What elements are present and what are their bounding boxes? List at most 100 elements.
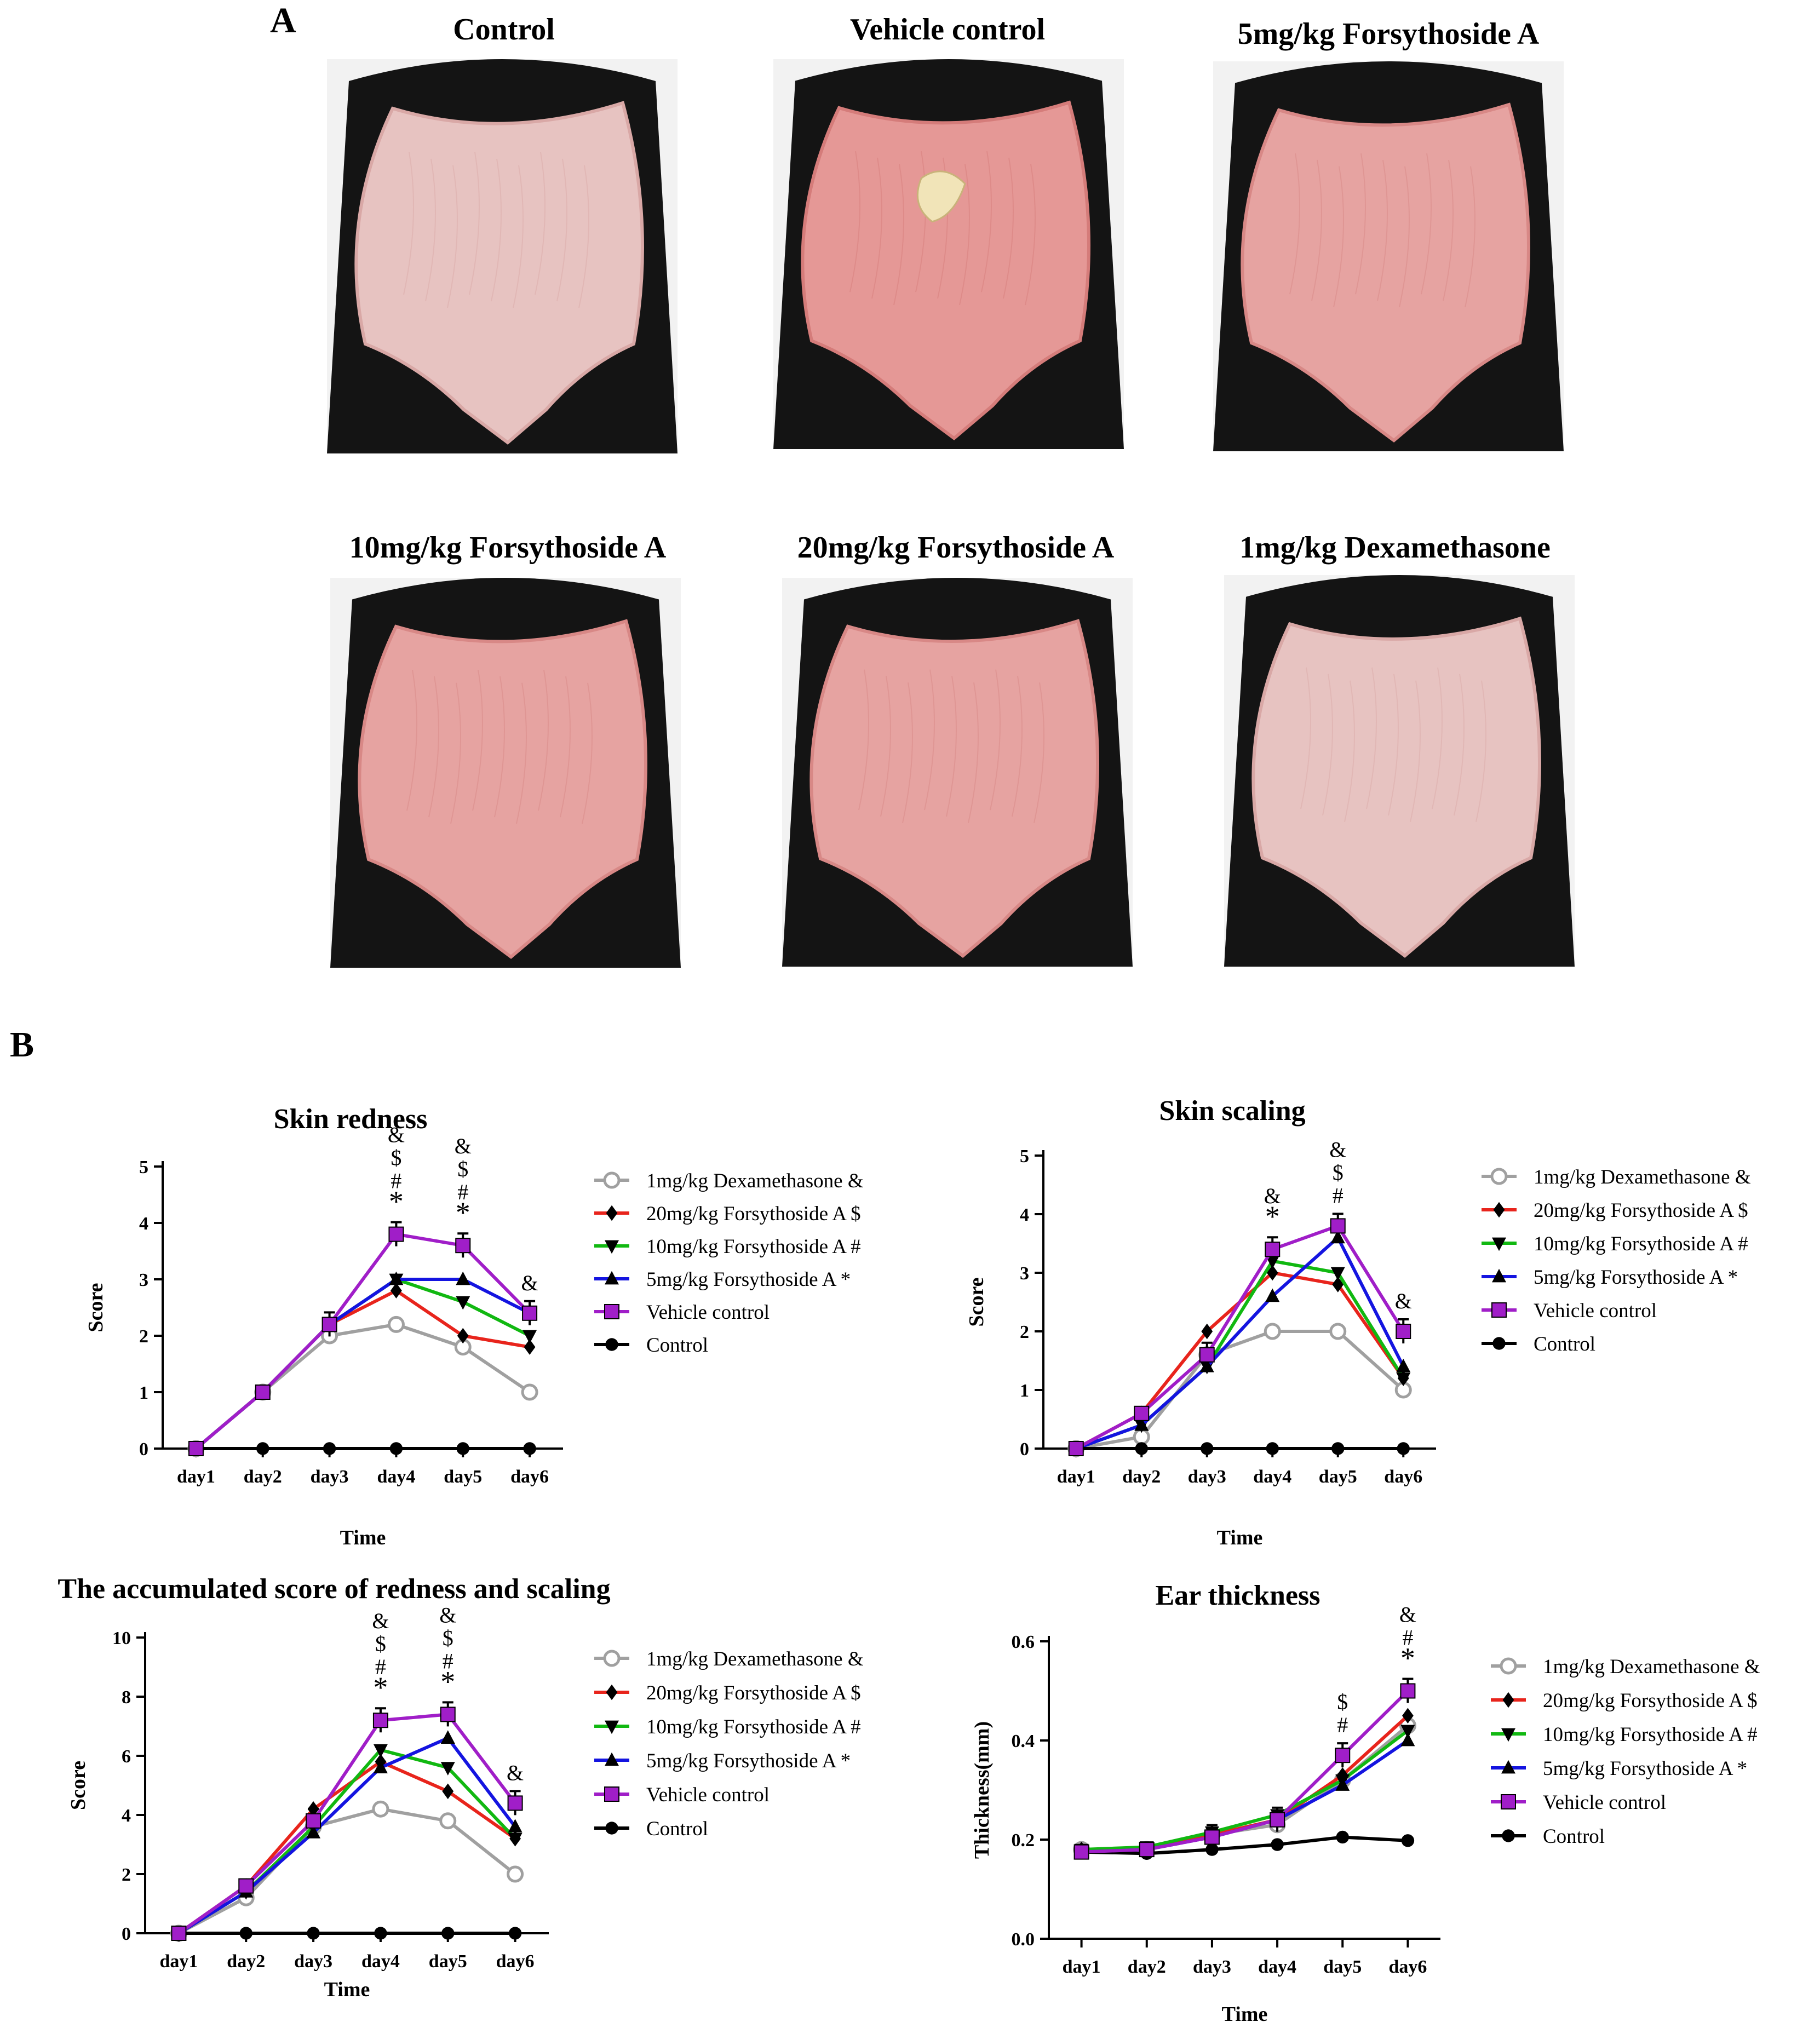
skin-fold-line bbox=[472, 669, 483, 811]
skin-fold-line bbox=[469, 152, 480, 295]
series-line bbox=[1081, 1835, 1408, 1855]
legend-label: 20mg/kg Forsythoside A $ bbox=[1534, 1199, 1748, 1222]
y-tick-label: 2 bbox=[122, 1865, 131, 1885]
significance-mark: $ bbox=[1333, 1160, 1344, 1185]
marker-triangle-up bbox=[1134, 1417, 1149, 1431]
marker-circle bbox=[441, 1927, 455, 1940]
marker-square bbox=[455, 1238, 471, 1254]
skin-fold-line bbox=[450, 682, 461, 824]
marker-triangle-up bbox=[1396, 1358, 1411, 1372]
x-tick-label: day3 bbox=[311, 1467, 349, 1487]
series-line bbox=[1075, 1223, 1405, 1450]
shaved-skin-area bbox=[354, 101, 644, 445]
marker-circle bbox=[456, 1442, 469, 1455]
series-line bbox=[177, 1713, 516, 1935]
x-axis-label: Time bbox=[1222, 2003, 1268, 2026]
skin-fold-line bbox=[1465, 166, 1475, 308]
marker-diamond bbox=[606, 1684, 618, 1700]
x-tick-label: day5 bbox=[429, 1951, 467, 1972]
photo-title-fa10: 10mg/kg Forsythoside A bbox=[349, 531, 667, 565]
skin-fold-line bbox=[582, 682, 593, 824]
photo-title-vehicle: Vehicle control bbox=[849, 13, 1046, 47]
y-axis-label: Score bbox=[67, 1761, 90, 1810]
series-line bbox=[1076, 1330, 1405, 1450]
marker-square bbox=[238, 1878, 254, 1894]
photo-drawing bbox=[330, 578, 681, 968]
panel-label-a: A bbox=[270, 1, 296, 41]
skin-fold-line bbox=[902, 682, 913, 823]
marker-circle bbox=[1205, 1843, 1219, 1856]
marker-circle bbox=[1502, 1829, 1515, 1842]
chart-ear-thickness: Ear thickness 0.0 0.2 0.4 0.6 day1 day2 day3 day… bbox=[971, 1580, 1760, 2026]
skin-fold-line bbox=[968, 682, 979, 823]
significance-mark: * bbox=[389, 1185, 404, 1218]
y-tick-label: 1 bbox=[1020, 1381, 1029, 1401]
marker-circle bbox=[605, 1822, 618, 1835]
marker-circle bbox=[1397, 1442, 1410, 1455]
skin-fold-line bbox=[578, 165, 589, 308]
legend-label: 5mg/kg Forsythoside A * bbox=[1534, 1266, 1738, 1289]
y-axis-label: Score bbox=[84, 1283, 107, 1332]
marker-open-circle bbox=[1500, 1657, 1517, 1675]
significance-mark: # bbox=[443, 1648, 453, 1673]
x-tick-label: day4 bbox=[1258, 1957, 1296, 1977]
skin-fold-line bbox=[1410, 680, 1421, 823]
series-line bbox=[1075, 1234, 1405, 1450]
skin-fold-line bbox=[1034, 682, 1044, 823]
x-tick-label: day2 bbox=[244, 1467, 282, 1487]
skin-fold-line bbox=[494, 676, 505, 818]
skin-fold-line bbox=[1311, 159, 1322, 301]
skin-fold-line bbox=[893, 164, 904, 306]
marker-square bbox=[1068, 1441, 1084, 1456]
marker-open-circle bbox=[439, 1812, 457, 1830]
marker-triangle-up bbox=[373, 1760, 388, 1773]
y-tick-label: 6 bbox=[122, 1747, 131, 1767]
skin-fold-line bbox=[1377, 159, 1388, 301]
significance-mark: & bbox=[455, 1134, 472, 1158]
chart-skin-scaling: Skin scaling 0 1 2 3 4 5 day1 day2 day3 day4 day5 da… bbox=[965, 1095, 1751, 1549]
marker-circle bbox=[323, 1442, 336, 1455]
legend-label: 1mg/kg Dexamethasone & bbox=[1534, 1166, 1751, 1188]
legend-label: Vehicle control bbox=[1543, 1791, 1666, 1814]
x-tick-label: day4 bbox=[361, 1951, 400, 1972]
photo-drawing bbox=[327, 59, 678, 453]
skin-fold-line bbox=[924, 669, 935, 811]
skin-fold-line bbox=[880, 676, 891, 817]
photo-title-fa20: 20mg/kg Forsythoside A bbox=[797, 531, 1115, 565]
y-tick-label: 2 bbox=[139, 1326, 148, 1347]
x-tick-label: day1 bbox=[177, 1467, 215, 1487]
marker-circle bbox=[1331, 1442, 1345, 1455]
legend-label: 10mg/kg Forsythoside A # bbox=[1534, 1233, 1748, 1255]
y-tick-label: 0 bbox=[139, 1439, 148, 1460]
significance-mark: # bbox=[375, 1654, 386, 1679]
x-tick-label: day3 bbox=[294, 1951, 332, 1972]
significance-mark: $ bbox=[457, 1157, 468, 1181]
marker-diamond bbox=[1493, 1202, 1505, 1218]
marker-triangle-down bbox=[373, 1744, 388, 1758]
marker-triangle-down bbox=[605, 1240, 619, 1254]
marker-triangle-up bbox=[1265, 1288, 1280, 1302]
marker-square bbox=[1335, 1748, 1351, 1763]
skin-fold-line bbox=[990, 669, 1001, 811]
marker-open-circle bbox=[521, 1383, 538, 1401]
marker-circle bbox=[1492, 1337, 1506, 1350]
x-tick-label: day5 bbox=[1323, 1957, 1362, 1977]
marker-square bbox=[1134, 1405, 1150, 1421]
significance-mark: & bbox=[1264, 1184, 1281, 1208]
legend-label: Vehicle control bbox=[646, 1784, 770, 1806]
legend-label: 20mg/kg Forsythoside A $ bbox=[646, 1203, 861, 1225]
x-tick-label: day3 bbox=[1188, 1467, 1226, 1487]
skin-fold-line bbox=[1355, 153, 1366, 295]
marker-square bbox=[372, 1713, 388, 1728]
legend-label: Control bbox=[646, 1334, 708, 1357]
marker-triangle-up bbox=[389, 1271, 404, 1285]
significance-mark: * bbox=[1265, 1200, 1280, 1233]
photo-drawing bbox=[773, 59, 1124, 449]
series-line bbox=[1081, 1690, 1409, 1854]
skin-fold-line bbox=[535, 152, 546, 295]
series-line bbox=[1081, 1739, 1409, 1854]
marker-circle bbox=[1201, 1442, 1214, 1455]
marker-triangle-up bbox=[440, 1730, 455, 1744]
marker-square bbox=[522, 1305, 538, 1321]
y-tick-label: 5 bbox=[139, 1157, 148, 1177]
